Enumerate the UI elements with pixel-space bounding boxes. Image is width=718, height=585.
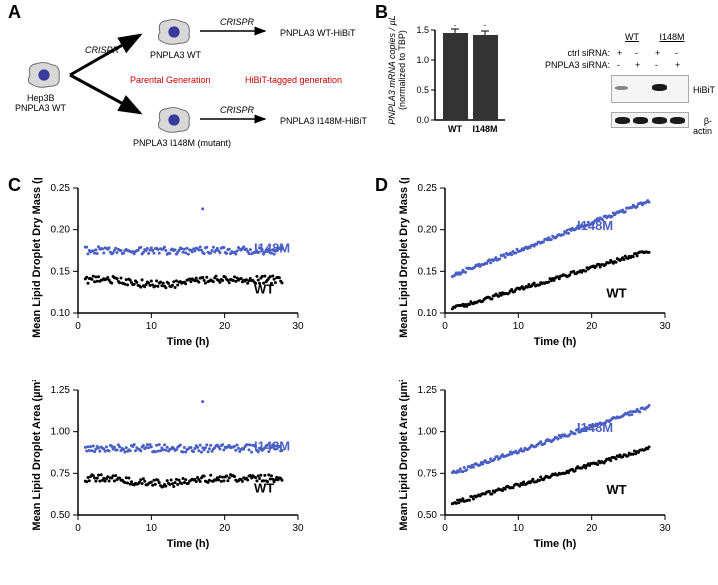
svg-text:0.25: 0.25 [418, 183, 438, 194]
svg-text:Mean Lipid Droplet Area (µm²): Mean Lipid Droplet Area (µm²) [398, 380, 410, 531]
svg-text:10: 10 [513, 321, 525, 332]
scatter-c-bottom: 0 10 20 30 0.50 0.75 1.00 1.25 Time (h) Mean Lipi… [28, 380, 308, 550]
svg-text:1.00: 1.00 [418, 427, 438, 438]
panel-d-bottom: 0 10 20 30 0.50 0.75 1.00 1.25 Time (h) Mean Lipi… [395, 380, 718, 575]
svg-text:I148M: I148M [254, 438, 290, 453]
actin-blot [611, 112, 689, 128]
svg-text:Time (h): Time (h) [534, 336, 577, 348]
svg-text:0: 0 [442, 321, 448, 332]
svg-text:0.15: 0.15 [51, 266, 71, 277]
panel-label-a: A [8, 2, 21, 23]
blot-area: ctrl siRNA: PNPLA3 siRNA: WT I148M + - +… [535, 20, 705, 145]
panel-a-diagram: Hep3B PNPLA3 WT CRISPR PNPLA3 WT PNPLA3 … [25, 5, 365, 165]
svg-text:Time (h): Time (h) [167, 538, 210, 550]
svg-text:0.50: 0.50 [51, 510, 71, 521]
svg-text:20: 20 [219, 523, 231, 534]
hibit-blot [611, 75, 689, 103]
svg-text:0.75: 0.75 [51, 468, 71, 479]
svg-text:20: 20 [586, 523, 598, 534]
svg-text:30: 30 [292, 321, 304, 332]
cell-hep3b [25, 60, 63, 90]
bar-ylabel-1: PNPLA3 mRNA copies / µL [387, 15, 397, 124]
svg-text:Mean Lipid Droplet Dry Mass (p: Mean Lipid Droplet Dry Mass (pg) [398, 178, 410, 338]
svg-text:Time (h): Time (h) [167, 336, 210, 348]
svg-text:1.5: 1.5 [416, 25, 429, 35]
svg-text:0.0: 0.0 [416, 115, 429, 125]
scatter-d-top: 0 10 20 30 0.10 0.15 0.20 0.25 Time (h) Mean Lipi… [395, 178, 675, 348]
svg-text:30: 30 [292, 523, 304, 534]
pnpla3-sirna-label: PNPLA3 siRNA: [530, 60, 610, 70]
panel-c-bottom: 0 10 20 30 0.50 0.75 1.00 1.25 Time (h) Mean Lipi… [28, 380, 358, 575]
svg-text:WT: WT [606, 286, 626, 301]
arrows-split [65, 25, 150, 120]
svg-text:10: 10 [146, 523, 158, 534]
bar-chart: 0.0 0.5 1.0 1.5 ns WT I148M [415, 25, 515, 140]
svg-text:20: 20 [219, 321, 231, 332]
hibit-gen-label: HiBiT-tagged generation [245, 75, 342, 85]
svg-text:I148M: I148M [577, 420, 613, 435]
svg-text:WT: WT [254, 282, 274, 297]
panel-d-top: 0 10 20 30 0.10 0.15 0.20 0.25 Time (h) Mean Lipi… [395, 178, 718, 373]
actin-label: β-actin [693, 116, 712, 136]
svg-text:0.10: 0.10 [51, 308, 71, 319]
hibit-label: HiBiT [693, 85, 715, 95]
svg-text:WT: WT [254, 480, 274, 495]
scatter-c-top: 0 10 20 30 0.10 0.15 0.20 0.25 Time (h) Mean Lipi… [28, 178, 308, 348]
hep3b-label2: PNPLA3 WT [15, 103, 66, 113]
panel-label-c: C [8, 175, 21, 196]
blot-header-wt: WT [617, 32, 647, 42]
svg-text:0: 0 [75, 321, 81, 332]
bar-ylabel-2: (normalized to TBP) [397, 30, 407, 110]
svg-text:Time (h): Time (h) [534, 538, 577, 550]
svg-text:0.20: 0.20 [51, 225, 71, 236]
svg-text:0.20: 0.20 [418, 225, 438, 236]
mut-hibit-label: PNPLA3 I148M-HiBiT [280, 116, 367, 126]
svg-text:1.0: 1.0 [416, 55, 429, 65]
crispr-label-2: CRISPR [220, 17, 254, 27]
svg-text:Mean Lipid Droplet Dry Mass (p: Mean Lipid Droplet Dry Mass (pg) [31, 178, 43, 338]
panel-c-top: 0 10 20 30 0.10 0.15 0.20 0.25 Time (h) Mean Lipi… [28, 178, 358, 373]
parental-gen-label: Parental Generation [130, 75, 211, 85]
svg-text:Mean Lipid Droplet Area (µm²): Mean Lipid Droplet Area (µm²) [31, 380, 43, 531]
scatter-d-bottom: 0 10 20 30 0.50 0.75 1.00 1.25 Time (h) Mean Lipi… [395, 380, 675, 550]
svg-text:WT: WT [448, 124, 462, 134]
svg-text:I148M: I148M [472, 124, 497, 134]
svg-text:30: 30 [659, 523, 671, 534]
svg-text:30: 30 [659, 321, 671, 332]
wt-hibit-label: PNPLA3 WT-HiBiT [280, 28, 356, 38]
svg-text:0: 0 [75, 523, 81, 534]
mut-cell-label: PNPLA3 I148M (mutant) [133, 138, 231, 148]
svg-text:I148M: I148M [254, 241, 290, 256]
blot-header-mut: I148M [653, 32, 691, 42]
crispr-label-1: CRISPR [85, 45, 119, 55]
svg-text:10: 10 [513, 523, 525, 534]
svg-text:WT: WT [606, 482, 626, 497]
cell-wt [155, 17, 193, 47]
wt-cell-label: PNPLA3 WT [150, 50, 201, 60]
svg-text:0.50: 0.50 [418, 510, 438, 521]
hep3b-label1: Hep3B [27, 93, 55, 103]
svg-text:10: 10 [146, 321, 158, 332]
svg-text:0: 0 [442, 523, 448, 534]
svg-text:I148M: I148M [577, 218, 613, 233]
crispr-label-3: CRISPR [220, 105, 254, 115]
panel-b: 0.0 0.5 1.0 1.5 ns WT I148M PNPLA3 mRNA … [380, 5, 710, 160]
svg-text:0.25: 0.25 [51, 183, 71, 194]
svg-text:1.25: 1.25 [418, 385, 438, 396]
svg-text:0.10: 0.10 [418, 308, 438, 319]
svg-text:0.75: 0.75 [418, 468, 438, 479]
svg-text:20: 20 [586, 321, 598, 332]
svg-text:0.5: 0.5 [416, 85, 429, 95]
svg-text:0.15: 0.15 [418, 266, 438, 277]
panel-label-d: D [375, 175, 388, 196]
svg-text:1.00: 1.00 [51, 427, 71, 438]
svg-text:1.25: 1.25 [51, 385, 71, 396]
cell-mut [155, 105, 193, 135]
ctrl-sirna-label: ctrl siRNA: [540, 48, 610, 58]
